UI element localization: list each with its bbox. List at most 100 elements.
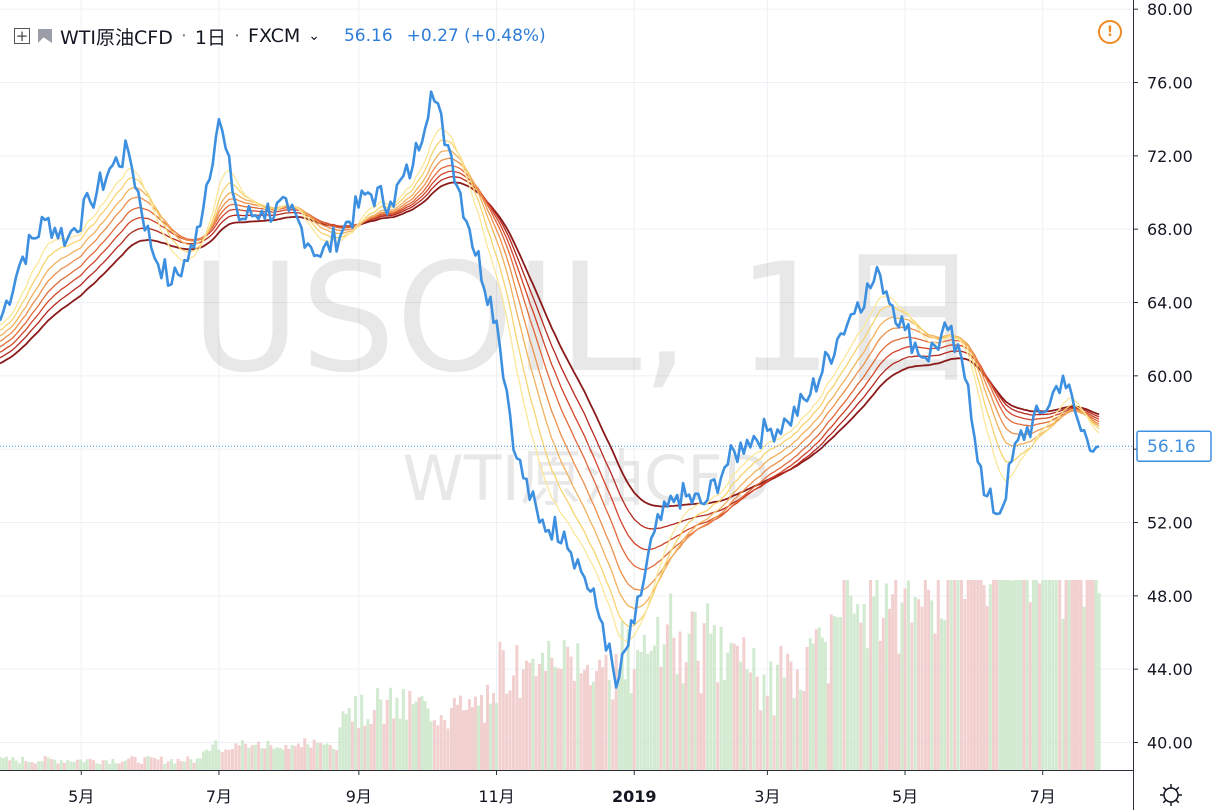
moving-average-line [0,149,1100,610]
volume-bar [665,624,669,770]
volume-bar [296,743,300,770]
volume-bar [748,672,752,770]
volume-bar [1,757,5,770]
volume-bar [62,762,66,770]
gear-icon[interactable] [1160,784,1182,806]
volume-bar [930,600,934,770]
volume-bar [1013,580,1017,770]
volume-bar [306,744,310,770]
volume-bar [583,669,587,770]
volume-bar [11,757,15,770]
volume-bar [156,759,160,770]
price-axis[interactable] [1133,0,1212,810]
volume-bar [443,720,447,770]
volume-bar [101,760,105,770]
volume-bar [240,740,244,770]
moving-average-line [0,164,1100,571]
volume-bar [325,743,329,770]
volume-bar [865,648,869,770]
chevron-down-icon[interactable]: ⌄ [308,28,320,44]
volume-bar [388,687,392,770]
volume-bar [266,740,270,770]
volume-bar [966,580,970,770]
volume-bar [835,617,839,770]
volume-bar [884,583,888,770]
volume-bar [881,617,885,770]
volume-bar [17,763,21,770]
volume-bar [982,585,986,770]
interval-label[interactable]: 1日 [194,26,226,49]
separator-dot: · [180,25,187,47]
volume-bar [227,749,231,770]
volume-bar [37,761,41,770]
volume-bar [1061,618,1065,770]
price-change: +0.27 (+0.48%) [406,26,546,46]
volume-bar [576,643,580,770]
plus-square-icon[interactable]: + [14,26,30,45]
volume-bar [318,743,322,770]
volume-bar [133,757,137,770]
volume-bar [408,690,412,770]
volume-bar [75,759,79,770]
volume-bar [176,758,180,770]
volume-bar [489,703,493,770]
volume-bar [856,604,860,770]
last-value-label: 56.16 [1147,437,1196,457]
series-line-wti[interactable] [0,90,1100,689]
volume-bar [50,759,54,770]
y-tick-label: 80.00 [1147,0,1193,19]
volume-bar [995,580,999,770]
volume-bar [338,727,342,770]
volume-bar [27,762,31,770]
y-tick-label: 52.00 [1147,514,1193,533]
volume-bar [719,626,723,770]
volume-bar [1079,580,1083,770]
volume-bar [24,761,28,770]
volume-bar [869,580,873,770]
volume-bar [684,662,688,770]
volume-bar [759,710,763,770]
volume-bar [979,580,983,770]
volume-bar [426,708,430,770]
volume-bar [111,759,115,770]
volume-bar [293,746,297,770]
volume-bar [143,757,147,770]
volume-bar [953,580,957,770]
volume-bar [179,761,183,770]
volume-bar [335,750,339,770]
volume-bar [586,664,590,770]
volume-bar [799,689,803,770]
volume-bar [687,633,691,770]
volume-bar [699,693,703,770]
alert-circle-icon[interactable]: ! [1098,20,1122,44]
volume-bar [220,751,224,770]
separator-dot: · [233,25,241,47]
volume-bar [376,688,380,770]
volume-bar [839,617,843,770]
volume-bar [452,697,456,770]
last-value-box [1136,430,1212,462]
volume-bar [998,580,1002,770]
volume-bar [1025,580,1029,770]
volume-bar [678,631,682,770]
volume-bar [508,690,512,770]
volume-bar [360,694,364,770]
exchange-label[interactable]: FXCM [248,25,301,47]
flag-icon[interactable] [38,29,52,43]
volume-bar [303,738,307,770]
volume-bar [130,756,134,770]
volume-bar [250,745,254,770]
volume-bar [595,670,599,770]
volume-bar [762,674,766,770]
volume-bar [300,747,304,770]
volume-bar [534,676,538,770]
watermark-title: USOIL, 1日 [191,232,983,406]
symbol-name[interactable]: WTI原油CFD [60,26,173,49]
volume-bar [820,637,824,770]
y-tick-label: 68.00 [1147,220,1193,239]
time-axis[interactable] [0,770,1133,810]
volume-bar [662,644,666,770]
volume-bar [875,580,879,770]
